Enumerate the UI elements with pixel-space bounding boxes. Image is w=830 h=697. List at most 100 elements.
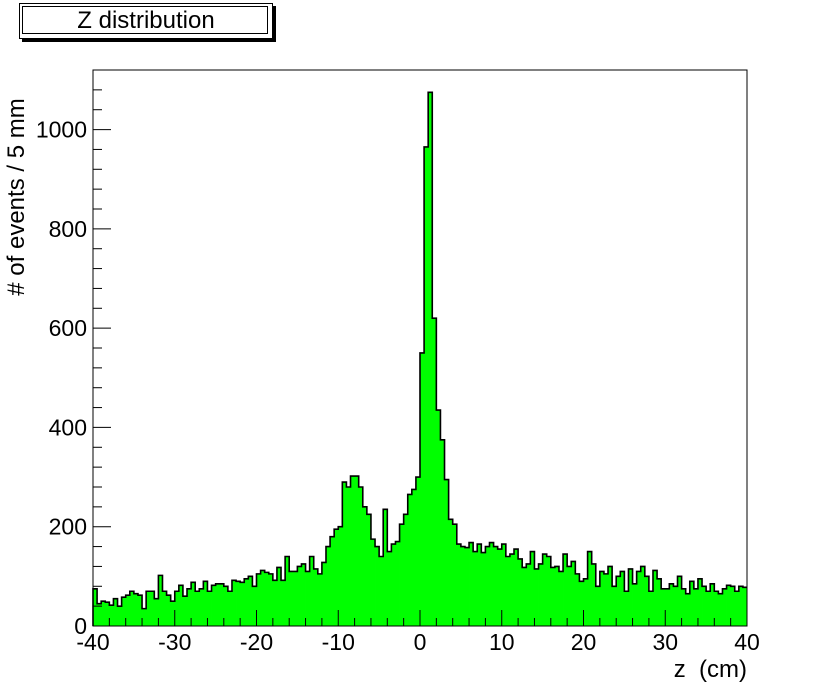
histogram-bin	[293, 571, 298, 626]
histogram-bin	[191, 582, 196, 626]
histogram-bin	[603, 573, 609, 626]
histogram-bin	[281, 580, 286, 626]
histogram-outline	[92, 91, 747, 626]
histogram-bin	[162, 591, 167, 626]
histogram-bin	[509, 554, 515, 626]
histogram-bin	[689, 581, 695, 626]
histogram-bin	[411, 489, 417, 626]
histogram-bin	[473, 551, 478, 626]
histogram-bin	[366, 514, 372, 626]
histogram-bin	[301, 563, 306, 626]
y-tick-label: 600	[49, 315, 87, 341]
histogram-bin	[567, 566, 572, 626]
histogram-bin	[105, 602, 110, 626]
histogram-bin	[685, 593, 691, 626]
histogram-bin	[730, 586, 736, 626]
histogram-bin	[395, 541, 400, 626]
histogram-bars	[93, 92, 748, 627]
histogram-bin	[612, 586, 617, 626]
histogram-bin	[182, 596, 188, 626]
histogram-bin	[448, 519, 454, 626]
histogram-bin	[697, 578, 703, 626]
histogram-bin	[436, 410, 441, 626]
histogram-bin	[493, 546, 499, 626]
histogram-bin	[444, 479, 450, 626]
y-tick-label: 200	[49, 514, 87, 540]
histogram-bin	[673, 586, 678, 626]
histogram-bin	[354, 476, 360, 626]
histogram-bin	[166, 595, 172, 626]
histogram-bin	[133, 593, 139, 626]
histogram-bin	[370, 539, 376, 626]
histogram-bin	[722, 588, 727, 626]
x-tick-label: -10	[322, 629, 355, 655]
histogram-bin	[538, 563, 544, 626]
histogram-bin	[632, 583, 638, 626]
histogram-bin	[142, 608, 147, 626]
histogram-bin	[575, 573, 580, 626]
histogram-bin	[150, 591, 155, 626]
histogram-bin	[550, 567, 556, 626]
histogram-bin	[109, 605, 114, 626]
histogram-bin	[342, 482, 347, 626]
histogram-bin	[276, 567, 282, 626]
histogram-bin	[616, 576, 621, 626]
histogram-bin	[469, 542, 474, 626]
histogram-bin	[399, 524, 405, 626]
histogram-bin	[428, 92, 433, 626]
histogram-bin	[330, 536, 335, 626]
histogram-bin	[501, 544, 507, 626]
histogram-bin	[101, 601, 106, 626]
histogram-bin	[706, 591, 711, 626]
histogram-bin	[325, 546, 331, 626]
histogram-bin	[505, 556, 511, 626]
histogram-bin	[599, 571, 605, 626]
histogram-bin	[665, 588, 670, 626]
histogram-bin	[219, 583, 225, 626]
histogram-bin	[628, 568, 633, 626]
histogram-bin	[256, 573, 261, 626]
x-tick-label: 0	[414, 629, 427, 655]
x-tick-label: 30	[652, 629, 678, 655]
histogram-bin	[154, 598, 159, 626]
histogram-bin	[158, 575, 163, 626]
histogram-bin	[207, 591, 212, 626]
histogram-bin	[714, 591, 719, 626]
histogram-bin	[710, 583, 715, 626]
histogram-bin	[460, 546, 466, 626]
histogram-bin	[174, 591, 180, 626]
histogram-bin	[129, 591, 135, 626]
histogram-bin	[542, 554, 548, 626]
histogram-bin	[268, 573, 274, 626]
histogram-bin	[215, 583, 221, 626]
histogram-bin	[583, 578, 588, 626]
x-tick-label: -40	[76, 629, 109, 655]
histogram-bin	[321, 562, 327, 626]
x-axis: -40 -30 -20 -10 0 10 20 30 40	[76, 610, 760, 655]
histogram-bin	[587, 551, 593, 626]
histogram-bin	[125, 595, 131, 626]
histogram-bin	[248, 576, 253, 626]
histogram-bin	[640, 566, 646, 626]
histogram-bin	[693, 588, 699, 626]
histogram-bin	[415, 477, 421, 626]
histogram-bin	[305, 571, 311, 626]
histogram-bin	[231, 580, 237, 626]
histogram-bin	[591, 563, 597, 626]
histogram-bin	[530, 551, 535, 626]
histogram-bin	[121, 597, 127, 626]
histogram-bin	[223, 586, 229, 626]
histogram-bin	[738, 586, 744, 626]
histogram-bin	[236, 581, 241, 626]
histogram-bin	[195, 591, 200, 626]
histogram-bin	[375, 546, 380, 626]
x-tick-label: 10	[489, 629, 515, 655]
histogram-bin	[644, 576, 650, 626]
histogram-bin	[264, 572, 270, 626]
histogram-bin	[358, 487, 364, 626]
histogram-bin	[289, 571, 294, 626]
histogram-bin	[620, 571, 625, 626]
histogram-bin	[334, 529, 339, 626]
histogram-bin	[203, 581, 208, 626]
histogram-bin	[456, 544, 462, 626]
